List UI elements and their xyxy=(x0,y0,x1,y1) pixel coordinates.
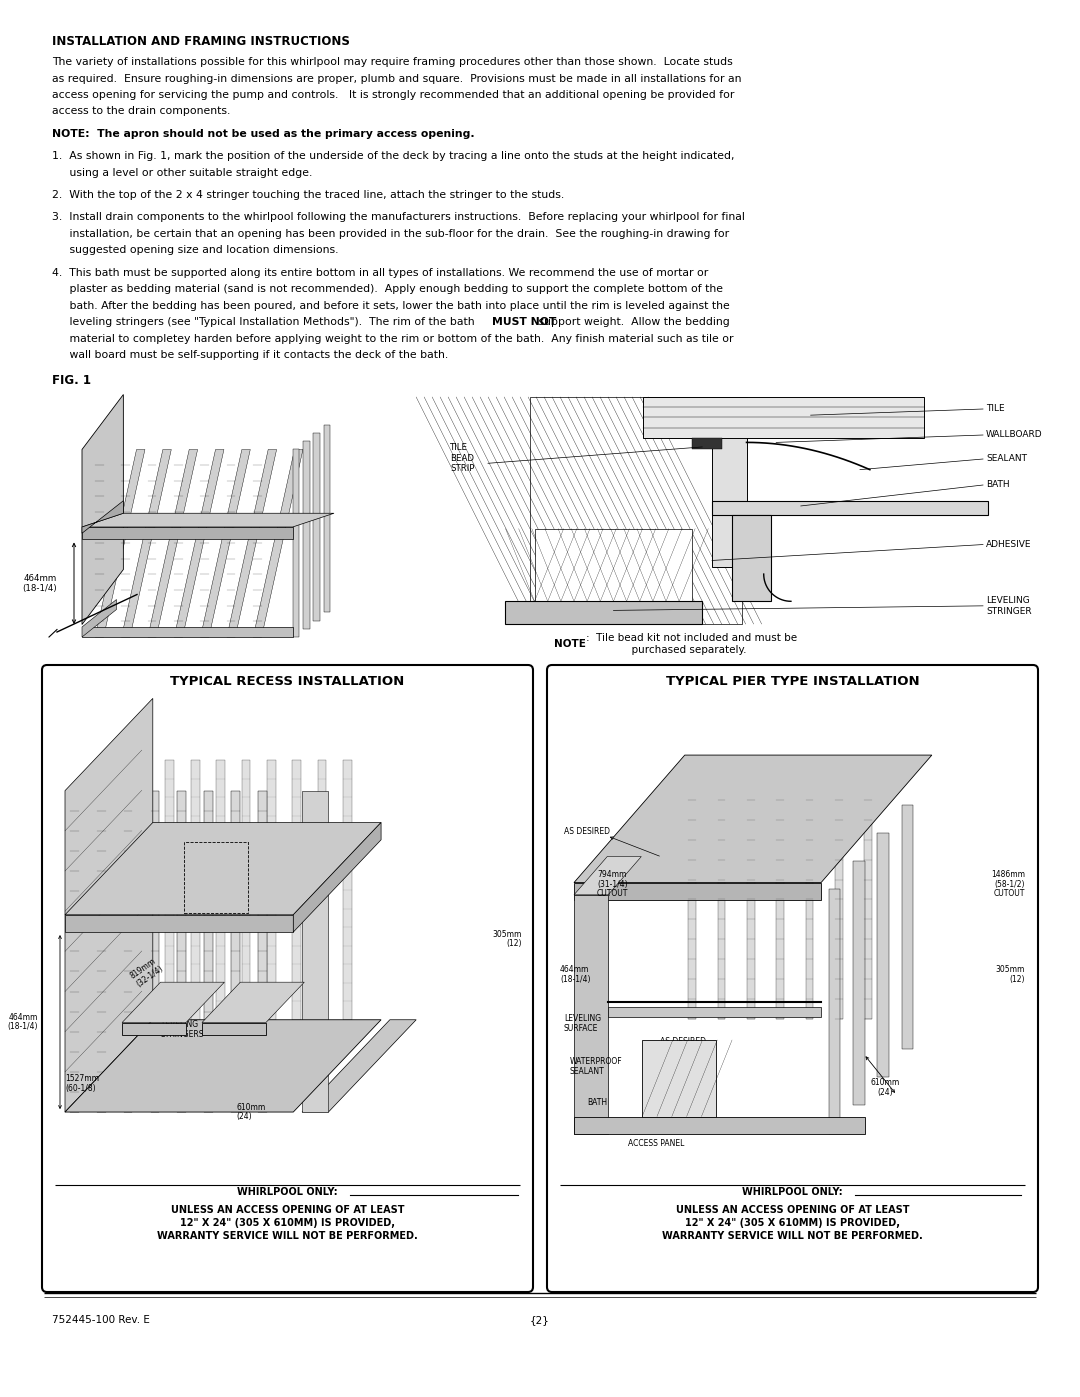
Text: WHIRLPOOL ONLY:: WHIRLPOOL ONLY: xyxy=(742,1187,842,1197)
Polygon shape xyxy=(122,1023,186,1035)
Polygon shape xyxy=(82,394,123,624)
Text: bath. After the bedding has been poured, and before it sets, lower the bath into: bath. After the bedding has been poured,… xyxy=(52,300,730,312)
Polygon shape xyxy=(608,1007,821,1017)
Polygon shape xyxy=(216,760,225,1020)
Text: BATH: BATH xyxy=(588,1098,607,1108)
Polygon shape xyxy=(303,441,310,629)
Polygon shape xyxy=(643,397,924,437)
Text: as required.  Ensure roughing-in dimensions are proper, plumb and square.  Provi: as required. Ensure roughing-in dimensio… xyxy=(52,74,742,84)
Polygon shape xyxy=(505,601,702,624)
Polygon shape xyxy=(302,1020,416,1112)
Polygon shape xyxy=(70,791,79,1112)
Text: TILE
BEAD
STRIP: TILE BEAD STRIP xyxy=(450,443,474,474)
Text: MUST NOT: MUST NOT xyxy=(492,317,556,327)
Text: TYPICAL RECESS INSTALLATION: TYPICAL RECESS INSTALLATION xyxy=(171,675,405,687)
Polygon shape xyxy=(294,823,381,932)
Polygon shape xyxy=(253,450,303,637)
Polygon shape xyxy=(864,780,872,1018)
Polygon shape xyxy=(165,760,174,1020)
Polygon shape xyxy=(65,1020,381,1112)
Text: 752445-100 Rev. E: 752445-100 Rev. E xyxy=(52,1315,150,1324)
Polygon shape xyxy=(692,437,721,450)
Polygon shape xyxy=(82,513,334,527)
Text: ACCESS PANEL: ACCESS PANEL xyxy=(629,1139,685,1147)
Polygon shape xyxy=(828,888,840,1133)
Text: 305mm
(12): 305mm (12) xyxy=(996,965,1025,983)
Polygon shape xyxy=(124,791,133,1112)
Polygon shape xyxy=(573,1116,865,1133)
Polygon shape xyxy=(806,780,813,1018)
Text: LEVELING
STRINGER: LEVELING STRINGER xyxy=(986,597,1031,616)
Polygon shape xyxy=(902,805,914,1049)
Text: 1486mm
(58-1/2)
CUTOUT: 1486mm (58-1/2) CUTOUT xyxy=(991,870,1025,898)
Text: 2.  With the top of the 2 x 4 stringer touching the traced line, attach the stri: 2. With the top of the 2 x 4 stringer to… xyxy=(52,190,564,200)
Text: wall board must be self-supporting if it contacts the deck of the bath.: wall board must be self-supporting if it… xyxy=(52,351,448,360)
Text: LEVELING
SURFACE: LEVELING SURFACE xyxy=(564,1014,602,1032)
Polygon shape xyxy=(122,982,225,1023)
Polygon shape xyxy=(712,397,746,567)
Text: TYPICAL PIER TYPE INSTALLATION: TYPICAL PIER TYPE INSTALLATION xyxy=(665,675,919,687)
Polygon shape xyxy=(242,760,251,1020)
Polygon shape xyxy=(202,1023,266,1035)
Text: LEVELING
STRINGERS: LEVELING STRINGERS xyxy=(161,1020,204,1039)
Polygon shape xyxy=(201,450,251,637)
Text: WATERPROOF
SEALANT: WATERPROOF SEALANT xyxy=(570,1056,623,1076)
Text: 305mm
(12): 305mm (12) xyxy=(492,929,522,949)
Polygon shape xyxy=(82,527,293,539)
Text: 464mm
(18-1/4): 464mm (18-1/4) xyxy=(561,965,591,983)
Text: 610mm
(24): 610mm (24) xyxy=(237,1102,266,1122)
Text: UNLESS AN ACCESS OPENING OF AT LEAST
12" X 24" (305 X 610MM) IS PROVIDED,
WARRAN: UNLESS AN ACCESS OPENING OF AT LEAST 12"… xyxy=(157,1206,418,1241)
Polygon shape xyxy=(853,861,865,1105)
Polygon shape xyxy=(747,780,755,1018)
Text: 3.  Install drain components to the whirlpool following the manufacturers instru: 3. Install drain components to the whirl… xyxy=(52,212,745,222)
Text: NOTE:  The apron should not be used as the primary access opening.: NOTE: The apron should not be used as th… xyxy=(52,129,474,138)
Text: 4.  This bath must be supported along its entire bottom in all types of installa: 4. This bath must be supported along its… xyxy=(52,268,708,278)
Text: 464mm
(18-1/4): 464mm (18-1/4) xyxy=(23,574,57,592)
Text: The variety of installations possible for this whirlpool may require framing pro: The variety of installations possible fo… xyxy=(52,57,732,67)
Polygon shape xyxy=(82,599,117,637)
Text: 819mm
(32-1/4): 819mm (32-1/4) xyxy=(129,956,165,989)
Polygon shape xyxy=(343,760,352,1020)
Text: 464mm
(18-1/4): 464mm (18-1/4) xyxy=(8,1013,38,1031)
Polygon shape xyxy=(573,895,608,1133)
Polygon shape xyxy=(191,760,200,1020)
Text: UNLESS AN ACCESS OPENING OF AT LEAST
12" X 24" (305 X 610MM) IS PROVIDED,
WARRAN: UNLESS AN ACCESS OPENING OF AT LEAST 12"… xyxy=(662,1206,923,1241)
Polygon shape xyxy=(227,450,276,637)
Polygon shape xyxy=(529,397,742,624)
Polygon shape xyxy=(712,502,988,515)
Text: access to the drain components.: access to the drain components. xyxy=(52,106,230,116)
Polygon shape xyxy=(777,780,784,1018)
Polygon shape xyxy=(718,780,726,1018)
Text: 1.  As shown in Fig. 1, mark the position of the underside of the deck by tracin: 1. As shown in Fig. 1, mark the position… xyxy=(52,151,734,161)
Polygon shape xyxy=(267,760,275,1020)
Text: :  Tile bead kit not included and must be
              purchased separately.: : Tile bead kit not included and must be… xyxy=(586,633,797,655)
Text: using a level or other suitable straight edge.: using a level or other suitable straight… xyxy=(52,168,312,177)
Polygon shape xyxy=(258,791,267,1112)
Text: material to completey harden before applying weight to the rim or bottom of the : material to completey harden before appl… xyxy=(52,334,733,344)
FancyBboxPatch shape xyxy=(546,665,1038,1292)
Polygon shape xyxy=(204,791,213,1112)
Polygon shape xyxy=(318,760,326,1020)
FancyBboxPatch shape xyxy=(42,665,534,1292)
Text: INSTALLATION AND FRAMING INSTRUCTIONS: INSTALLATION AND FRAMING INSTRUCTIONS xyxy=(52,35,350,47)
Text: AS DESIRED: AS DESIRED xyxy=(564,827,610,835)
Text: WALLBOARD: WALLBOARD xyxy=(986,430,1042,440)
Polygon shape xyxy=(573,856,642,895)
Polygon shape xyxy=(95,450,145,637)
Polygon shape xyxy=(324,425,330,612)
Polygon shape xyxy=(293,450,299,637)
Polygon shape xyxy=(877,833,889,1077)
Polygon shape xyxy=(313,433,320,620)
Polygon shape xyxy=(535,528,692,601)
Polygon shape xyxy=(82,627,293,637)
Polygon shape xyxy=(202,982,305,1023)
Text: FIG. 1: FIG. 1 xyxy=(52,374,91,387)
Polygon shape xyxy=(302,791,328,1112)
Polygon shape xyxy=(732,515,771,601)
Polygon shape xyxy=(65,915,294,932)
Text: NOTE: NOTE xyxy=(554,638,586,650)
Text: 832mm
(32-3/4)
TUB WIDTH: 832mm (32-3/4) TUB WIDTH xyxy=(157,972,208,1021)
Text: WHIRLPOOL ONLY:: WHIRLPOOL ONLY: xyxy=(238,1187,338,1197)
Polygon shape xyxy=(121,450,172,637)
Polygon shape xyxy=(150,791,160,1112)
